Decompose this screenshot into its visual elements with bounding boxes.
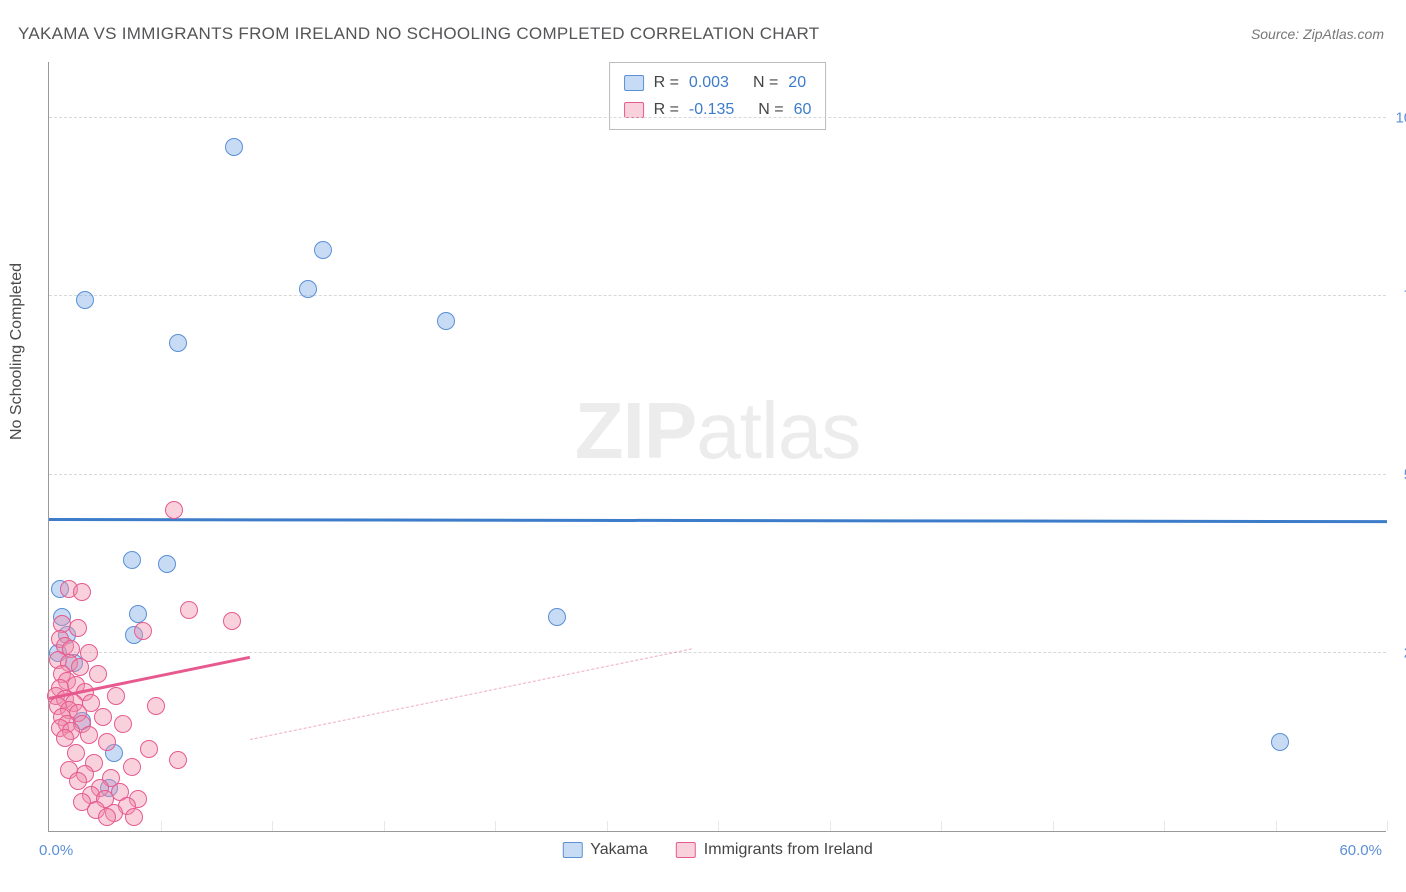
x-axis-max: 60.0% [1339,842,1382,859]
scatter-chart: ZIPatlas R = 0.003N = 20R = -0.135N = 60… [48,62,1386,832]
gridline-v [1164,821,1165,831]
data-point [165,501,183,519]
data-point [169,751,187,769]
data-point [180,601,198,619]
data-point [73,583,91,601]
trend-line [49,518,1387,523]
gridline-v [1276,821,1277,831]
gridline-v [272,821,273,831]
data-point [89,665,107,683]
y-axis-label: No Schooling Completed [8,263,26,440]
gridline-v [161,821,162,831]
gridline-v [1053,821,1054,831]
data-point [140,740,158,758]
data-point [1271,733,1289,751]
data-point [299,280,317,298]
data-point [71,658,89,676]
gridline-v [384,821,385,831]
trend-line-extrapolated [250,649,692,741]
data-point [147,697,165,715]
data-point [67,744,85,762]
gridline-v [830,821,831,831]
x-axis-min: 0.0% [39,842,73,859]
data-point [98,733,116,751]
data-point [123,551,141,569]
legend-item: Yakama [562,841,648,859]
data-point [158,555,176,573]
data-point [69,772,87,790]
gridline-h [49,295,1386,296]
data-point [314,241,332,259]
chart-title: YAKAMA VS IMMIGRANTS FROM IRELAND NO SCH… [18,24,819,44]
gridline-v [607,821,608,831]
gridline-h [49,474,1386,475]
gridline-h [49,117,1386,118]
data-point [107,687,125,705]
legend-stat-row: R = 0.003N = 20 [624,69,812,96]
data-point [94,708,112,726]
series-legend: Yakama Immigrants from Ireland [562,841,872,859]
data-point [437,312,455,330]
legend-item: Immigrants from Ireland [676,841,873,859]
watermark: ZIPatlas [575,385,860,477]
legend-stat-row: R = -0.135N = 60 [624,96,812,123]
data-point [123,758,141,776]
data-point [169,334,187,352]
stats-legend: R = 0.003N = 20R = -0.135N = 60 [609,62,827,130]
gridline-v [1387,821,1388,831]
data-point [80,726,98,744]
data-point [76,291,94,309]
data-point [69,619,87,637]
y-tick-label: 10.0% [1395,110,1406,127]
gridline-h [49,652,1386,653]
data-point [548,608,566,626]
data-point [98,808,116,826]
data-point [125,808,143,826]
source-attribution: Source: ZipAtlas.com [1251,26,1384,42]
data-point [114,715,132,733]
data-point [134,622,152,640]
data-point [225,138,243,156]
gridline-v [718,821,719,831]
data-point [223,612,241,630]
gridline-v [941,821,942,831]
gridline-v [495,821,496,831]
data-point [129,605,147,623]
